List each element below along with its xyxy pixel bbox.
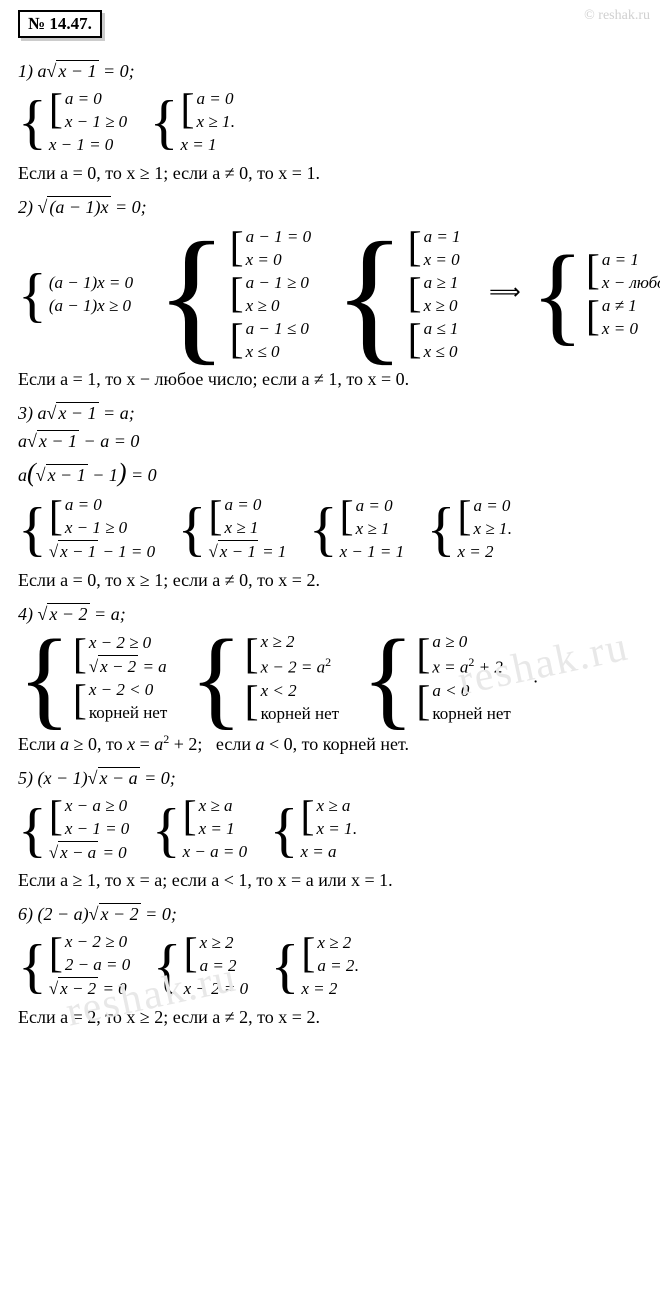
p4-answer: Если a ≥ 0, то x = a2 + 2; если a < 0, т… [18, 732, 660, 755]
p1-equation: 1) ax − 1 = 0; [18, 60, 660, 82]
p3-step1: ax − 1 − a = 0 [18, 430, 660, 452]
solution-container: № 14.47. 1) ax − 1 = 0; { [a = 0x − 1 ≥ … [0, 0, 660, 1054]
p2-systems: { (a − 1)x = 0 (a − 1)x ≥ 0 { [a − 1 = 0… [18, 226, 660, 364]
implies-arrow: ⟹ [489, 279, 521, 304]
watermark-copyright: © reshak.ru [584, 8, 650, 24]
p4-systems: { [x − 2 ≥ 0x − 2 = a [x − 2 < 0корней н… [18, 631, 660, 725]
p3-systems: { [a = 0x − 1 ≥ 0 x − 1 − 1 = 0 { [a = 0… [18, 494, 660, 564]
p6-systems: { [x − 2 ≥ 02 − a = 0 x − 2 = 0 { [x ≥ 2… [18, 931, 660, 1001]
p5-equation: 5) (x − 1)x − a = 0; [18, 767, 660, 789]
p6-equation: 6) (2 − a)x − 2 = 0; [18, 903, 660, 925]
problem-number-badge: № 14.47. [18, 10, 102, 38]
p2-answer: Если a = 1, то x − любое число; если a ≠… [18, 369, 660, 390]
p6-answer: Если a = 2, то x ≥ 2; если a ≠ 2, то x =… [18, 1007, 660, 1028]
p4-equation: 4) x − 2 = a; [18, 603, 660, 625]
p5-systems: { [x − a ≥ 0x − 1 = 0 x − a = 0 { [x ≥ a… [18, 795, 660, 865]
p1-answer: Если a = 0, то x ≥ 1; если a ≠ 0, то x =… [18, 163, 660, 184]
p1-systems: { [a = 0x − 1 ≥ 0 x − 1 = 0 { [a = 0x ≥ … [18, 88, 660, 157]
p3-step2: a(x − 1 − 1) = 0 [18, 458, 660, 488]
p3-equation: 3) ax − 1 = a; [18, 402, 660, 424]
p3-answer: Если a = 0, то x ≥ 1; если a ≠ 0, то x =… [18, 570, 660, 591]
p5-answer: Если a ≥ 1, то x = a; если a < 1, то x =… [18, 870, 660, 891]
